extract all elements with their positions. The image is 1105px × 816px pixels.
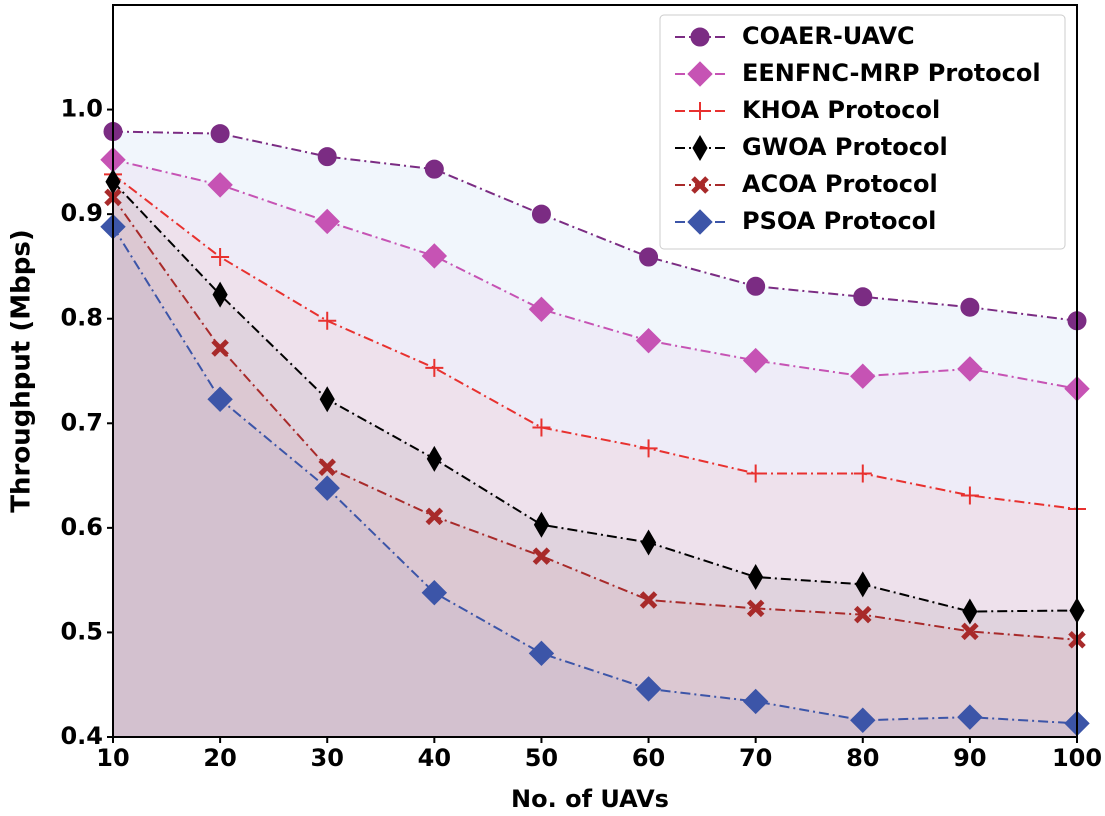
y-tick-label: 0.5 — [60, 617, 103, 645]
x-tick-label: 10 — [96, 744, 129, 772]
marker — [960, 486, 979, 505]
marker — [635, 327, 662, 354]
series-line — [112, 173, 1078, 511]
marker — [207, 172, 233, 198]
marker — [639, 439, 658, 458]
marker — [962, 598, 978, 625]
legend-marker — [687, 209, 713, 235]
x-tick-label: 100 — [1052, 744, 1102, 772]
legend-label: ACOA Protocol — [742, 170, 938, 198]
y-tick-label: 0.6 — [60, 513, 103, 541]
x-tick-label: 60 — [632, 744, 665, 772]
x-tick-label: 40 — [418, 744, 451, 772]
marker — [960, 297, 980, 317]
area-fill — [113, 181, 1077, 737]
marker — [211, 248, 230, 267]
marker — [528, 640, 555, 667]
marker — [532, 547, 551, 565]
legend-marker — [691, 176, 709, 194]
plot-frame — [112, 4, 1078, 738]
area-fill — [113, 131, 1077, 737]
marker — [850, 707, 876, 733]
marker — [317, 147, 337, 167]
legend-label: EENFNC-MRP Protocol — [742, 59, 1041, 87]
marker — [210, 124, 230, 144]
x-tick-label: 90 — [953, 744, 986, 772]
marker — [742, 347, 769, 374]
y-axis-label: Throughput (Mbps) — [7, 229, 37, 513]
series-line — [112, 196, 1078, 641]
marker — [854, 605, 872, 624]
marker — [211, 339, 229, 357]
y-tick-label: 0.9 — [60, 199, 103, 227]
legend-label: PSOA Protocol — [742, 207, 936, 235]
x-tick-label: 50 — [525, 744, 558, 772]
marker — [425, 358, 444, 377]
marker — [528, 296, 555, 323]
legend-marker — [692, 135, 708, 161]
legend-label: COAER-UAVC — [742, 22, 915, 50]
marker — [742, 688, 769, 715]
marker — [425, 507, 444, 526]
marker — [853, 287, 873, 307]
legend-marker — [690, 27, 710, 47]
series-line — [112, 130, 1078, 322]
marker — [640, 529, 657, 556]
y-tick-label: 0.4 — [60, 722, 103, 750]
marker — [853, 464, 872, 483]
marker — [207, 386, 233, 412]
x-tick-label: 30 — [311, 744, 344, 772]
marker — [533, 511, 550, 538]
marker — [635, 676, 662, 702]
marker — [318, 458, 336, 476]
legend: COAER-UAVC EENFNC-MRP Protocol KHOA Protoc… — [659, 14, 1066, 250]
marker — [639, 591, 658, 609]
marker — [746, 464, 765, 483]
y-tick-label: 1.0 — [60, 95, 103, 123]
area-fill — [113, 226, 1077, 738]
marker — [314, 208, 340, 235]
area-fill — [113, 159, 1077, 737]
marker — [212, 281, 228, 308]
series-line — [112, 158, 1078, 390]
series-line — [112, 181, 1078, 613]
marker — [421, 243, 448, 269]
legend-marker — [691, 102, 709, 120]
marker — [421, 579, 448, 606]
marker — [319, 386, 335, 413]
marker — [957, 356, 983, 382]
marker — [748, 564, 764, 590]
area-fill — [113, 174, 1077, 738]
marker — [850, 363, 876, 389]
legend-label: KHOA Protocol — [742, 96, 940, 124]
legend-marker — [687, 61, 713, 87]
marker — [746, 599, 765, 618]
marker — [426, 445, 442, 472]
x-tick-label: 80 — [846, 744, 879, 772]
marker — [957, 704, 983, 730]
marker — [961, 622, 979, 641]
y-tick-label: 0.8 — [60, 304, 103, 332]
x-axis-label: No. of UAVs — [511, 785, 669, 812]
marker — [318, 311, 337, 330]
x-tick-label: 70 — [739, 744, 772, 772]
marker — [855, 571, 871, 598]
marker — [532, 418, 551, 437]
marker — [314, 475, 340, 501]
legend-box — [659, 14, 1066, 250]
marker — [531, 204, 551, 224]
x-tick-label: 20 — [203, 744, 236, 772]
legend-label: GWOA Protocol — [742, 133, 948, 161]
y-tick-label: 0.7 — [60, 408, 103, 436]
marker — [746, 276, 766, 296]
area-fill — [113, 197, 1077, 737]
marker — [424, 159, 444, 179]
marker — [639, 247, 659, 267]
